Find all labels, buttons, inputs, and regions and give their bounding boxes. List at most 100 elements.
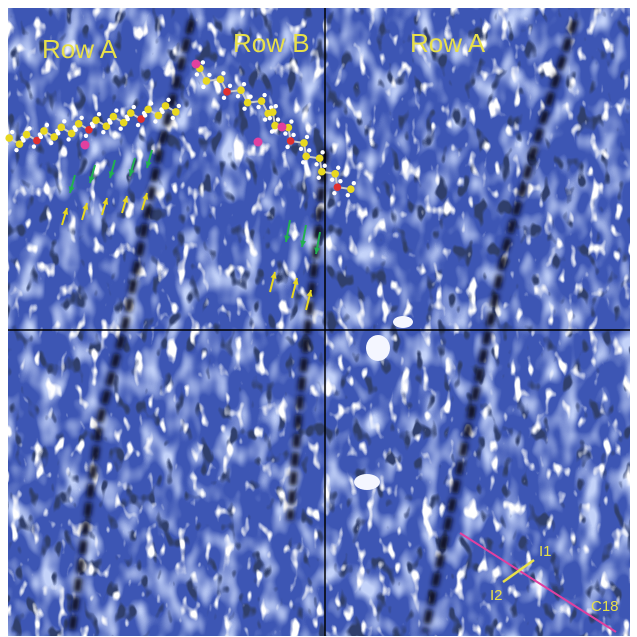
carbon xyxy=(302,153,310,161)
hydrogen xyxy=(323,164,327,168)
hydrogen xyxy=(215,83,219,87)
hydrogen xyxy=(201,60,205,64)
hydrogen xyxy=(285,145,289,149)
hydrogen xyxy=(289,119,293,123)
carbon xyxy=(287,137,295,145)
hydrogen xyxy=(39,135,43,139)
hydrogen xyxy=(283,131,287,135)
carbon xyxy=(40,127,48,135)
hydrogen xyxy=(79,116,83,120)
hydrogen xyxy=(207,73,211,77)
hydrogen xyxy=(301,160,305,164)
carbon xyxy=(334,183,342,191)
page: Row A Row B Row A I1 I2 C18 (() => { con… xyxy=(0,0,637,637)
carbon xyxy=(5,134,13,142)
bright-spot xyxy=(354,474,380,490)
hydrogen xyxy=(248,94,252,98)
carbon xyxy=(144,106,152,114)
carbon xyxy=(57,124,65,132)
hydrogen xyxy=(45,123,49,127)
hydrogen xyxy=(62,119,66,123)
label: I2 xyxy=(490,587,503,604)
hydrogen xyxy=(346,193,350,197)
carbon xyxy=(127,109,135,117)
carbon xyxy=(217,76,225,84)
hydrogen xyxy=(330,178,334,182)
hydrogen xyxy=(336,166,340,170)
hydrogen xyxy=(21,138,25,142)
hydrogen xyxy=(114,108,118,112)
carbon xyxy=(75,120,83,128)
label: I1 xyxy=(539,543,552,560)
hydrogen xyxy=(262,93,266,97)
hydrogen xyxy=(101,130,105,134)
carbon xyxy=(23,131,31,139)
hydrogen xyxy=(73,128,77,132)
hydrogen xyxy=(305,135,309,139)
carbon xyxy=(331,170,339,178)
hydrogen xyxy=(195,72,199,76)
row-label: Row B xyxy=(233,28,310,58)
hydrogen xyxy=(268,116,272,120)
hydrogen xyxy=(84,134,88,138)
hydrogen xyxy=(66,137,70,141)
carbon xyxy=(162,102,170,110)
hydrogen xyxy=(56,131,60,135)
carbon xyxy=(318,168,326,176)
hydrogen xyxy=(338,179,342,183)
hydrogen xyxy=(10,130,14,134)
hydrogen xyxy=(291,133,295,137)
hydrogen xyxy=(126,117,130,121)
hydrogen xyxy=(228,84,232,88)
hydrogen xyxy=(91,124,95,128)
hydrogen xyxy=(119,126,123,130)
hydrogen xyxy=(317,176,321,180)
hydrogen xyxy=(14,148,18,152)
oxygen xyxy=(81,141,90,150)
carbon xyxy=(271,122,279,130)
hydrogen xyxy=(4,142,8,146)
hydrogen xyxy=(299,147,303,151)
hydrogen xyxy=(32,144,36,148)
hydrogen xyxy=(352,181,356,185)
hydrogen xyxy=(222,96,226,100)
carbon xyxy=(203,77,211,85)
hydrogen xyxy=(49,141,53,145)
oxygen xyxy=(192,60,201,69)
carbon xyxy=(258,97,266,105)
hydrogen xyxy=(274,104,278,108)
carbon xyxy=(237,86,245,94)
carbon xyxy=(223,88,231,96)
row-label: Row A xyxy=(42,34,118,64)
hydrogen xyxy=(27,126,31,130)
carbon xyxy=(300,139,308,147)
bright-spot xyxy=(366,335,390,361)
hydrogen xyxy=(332,191,336,195)
carbon xyxy=(269,108,277,116)
hydrogen xyxy=(177,104,181,108)
hydrogen xyxy=(263,117,267,121)
oxygen xyxy=(278,123,287,132)
bright-spot xyxy=(393,316,413,328)
carbon xyxy=(110,113,118,121)
carbon xyxy=(316,155,324,163)
hydrogen xyxy=(242,82,246,86)
hydrogen xyxy=(242,106,246,110)
hydrogen xyxy=(153,119,157,123)
hydrogen xyxy=(256,105,260,109)
hydrogen xyxy=(171,116,175,120)
hydrogen xyxy=(143,113,147,117)
hydrogen xyxy=(201,85,205,89)
carbon xyxy=(244,99,252,107)
carbon xyxy=(347,185,355,193)
carbon xyxy=(172,108,180,116)
hydrogen xyxy=(136,123,140,127)
hydrogen xyxy=(320,150,324,154)
label: C18 xyxy=(591,598,619,615)
hydrogen xyxy=(108,120,112,124)
hydrogen xyxy=(236,94,240,98)
hydrogen xyxy=(160,110,164,114)
hydrogen xyxy=(97,112,101,116)
row-label: Row A xyxy=(410,28,486,58)
oxygen xyxy=(254,138,263,147)
